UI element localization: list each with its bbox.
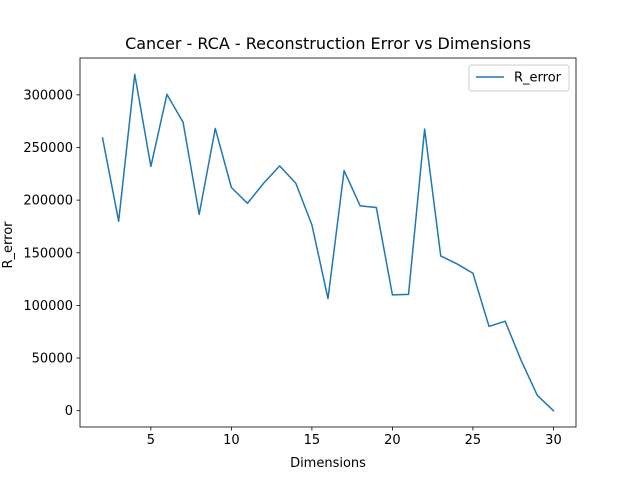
x-tick-label: 15	[304, 433, 321, 448]
x-tick-label: 5	[147, 433, 155, 448]
series-line-r-error	[101, 73, 555, 412]
y-tick-label: 100000	[23, 299, 73, 314]
plot-area: 5 10 15 20 25 30 0 50000 100000 150000 200000 25000…	[23, 57, 577, 448]
x-axis-label: Dimensions	[290, 456, 366, 471]
x-tick-label: 10	[223, 433, 240, 448]
legend-label: R_error	[514, 71, 562, 86]
x-tick-label: 20	[384, 433, 401, 448]
chart-title: Cancer - RCA - Reconstruction Error vs D…	[125, 34, 531, 53]
legend-box	[468, 64, 570, 92]
y-tick-label: 250000	[23, 141, 73, 156]
y-tick-label: 300000	[23, 88, 73, 103]
y-tick-label: 0	[65, 404, 73, 419]
y-tick-label: 150000	[23, 246, 73, 261]
x-tick-label: 30	[545, 433, 562, 448]
x-tick-label: 25	[465, 433, 482, 448]
y-tick-label: 50000	[32, 352, 73, 367]
y-tick-label: 200000	[23, 194, 73, 209]
axes-frame	[79, 57, 577, 428]
y-axis-label: R_error	[1, 221, 16, 269]
legend: R_error	[468, 64, 570, 92]
